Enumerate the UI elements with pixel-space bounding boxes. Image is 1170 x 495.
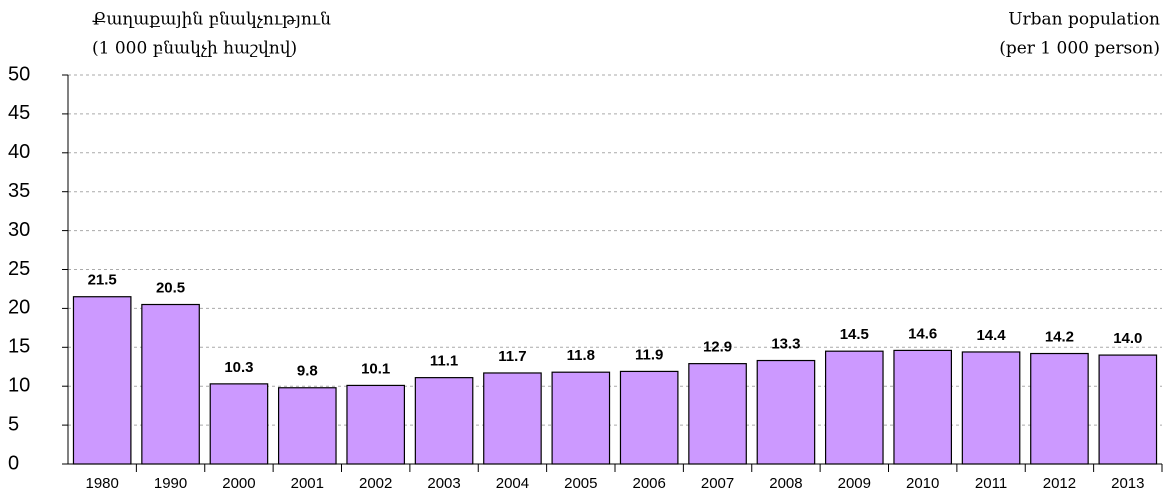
- x-tick-label: 2011: [975, 475, 1007, 492]
- bar: [209, 383, 269, 465]
- x-tick-label: 2004: [496, 475, 529, 492]
- x-tick-label: 2006: [633, 475, 666, 492]
- left-subtitle: (1 000 բնակչի հաշվով): [92, 39, 297, 59]
- value-label: 14.5: [840, 326, 869, 343]
- x-tick-label: 2005: [564, 475, 597, 492]
- bar: [756, 359, 816, 465]
- bar: [483, 372, 542, 465]
- value-label: 14.2: [1045, 328, 1074, 345]
- bar: [824, 350, 884, 465]
- bar: [346, 384, 406, 465]
- bar: [1098, 354, 1158, 465]
- left-title: Քաղաքային բնակչություն: [92, 10, 331, 30]
- x-tick-label: 2002: [359, 475, 392, 492]
- y-tick-label: 25: [8, 258, 30, 280]
- x-tick-label: 2012: [1043, 475, 1076, 492]
- x-tick-label: 2003: [427, 475, 460, 492]
- value-label: 13.3: [771, 335, 800, 352]
- x-tick-label: 2008: [769, 475, 802, 492]
- x-tick-label: 1980: [86, 475, 119, 492]
- y-tick-label: 30: [8, 219, 30, 241]
- x-tick-label: 2009: [838, 475, 871, 492]
- bar: [551, 371, 611, 465]
- y-tick-label: 0: [8, 452, 19, 474]
- value-label: 20.5: [156, 279, 185, 296]
- value-label: 21.5: [88, 272, 117, 289]
- y-tick-label: 15: [8, 336, 30, 358]
- bar: [141, 303, 200, 465]
- y-tick-label: 40: [8, 141, 30, 163]
- y-tick-label: 35: [8, 180, 30, 202]
- y-tick-label: 20: [8, 297, 30, 319]
- x-tick-label: 2013: [1111, 475, 1144, 492]
- value-label: 12.9: [703, 339, 732, 356]
- value-label: 11.1: [430, 353, 458, 370]
- bar: [619, 370, 679, 465]
- right-title: Urban population: [1008, 10, 1160, 30]
- value-label: 11.7: [498, 348, 526, 365]
- x-tick-label: 2010: [906, 475, 939, 492]
- y-tick-label: 5: [8, 413, 19, 435]
- x-tick-label: 2000: [222, 475, 255, 492]
- bar: [961, 351, 1021, 465]
- value-label: 14.6: [908, 325, 937, 342]
- bar: [688, 363, 747, 465]
- bar: [1030, 352, 1089, 465]
- x-tick-label: 1990: [154, 475, 187, 492]
- bar: [414, 377, 474, 465]
- bar: [893, 349, 953, 465]
- value-label: 11.8: [567, 347, 595, 364]
- y-tick-label: 45: [8, 102, 30, 124]
- right-subtitle: (per 1 000 person): [999, 39, 1160, 59]
- bar: [72, 296, 132, 465]
- value-label: 9.8: [297, 363, 318, 380]
- value-label: 10.3: [224, 359, 253, 376]
- x-tick-label: 2007: [701, 475, 734, 492]
- bar: [277, 387, 337, 465]
- x-tick-label: 2001: [291, 475, 324, 492]
- y-tick-label: 50: [8, 63, 30, 85]
- y-tick-label: 10: [8, 374, 30, 396]
- value-label: 14.4: [976, 327, 1006, 344]
- value-label: 10.1: [361, 360, 390, 377]
- value-label: 11.9: [635, 346, 663, 363]
- value-label: 14.0: [1113, 330, 1142, 347]
